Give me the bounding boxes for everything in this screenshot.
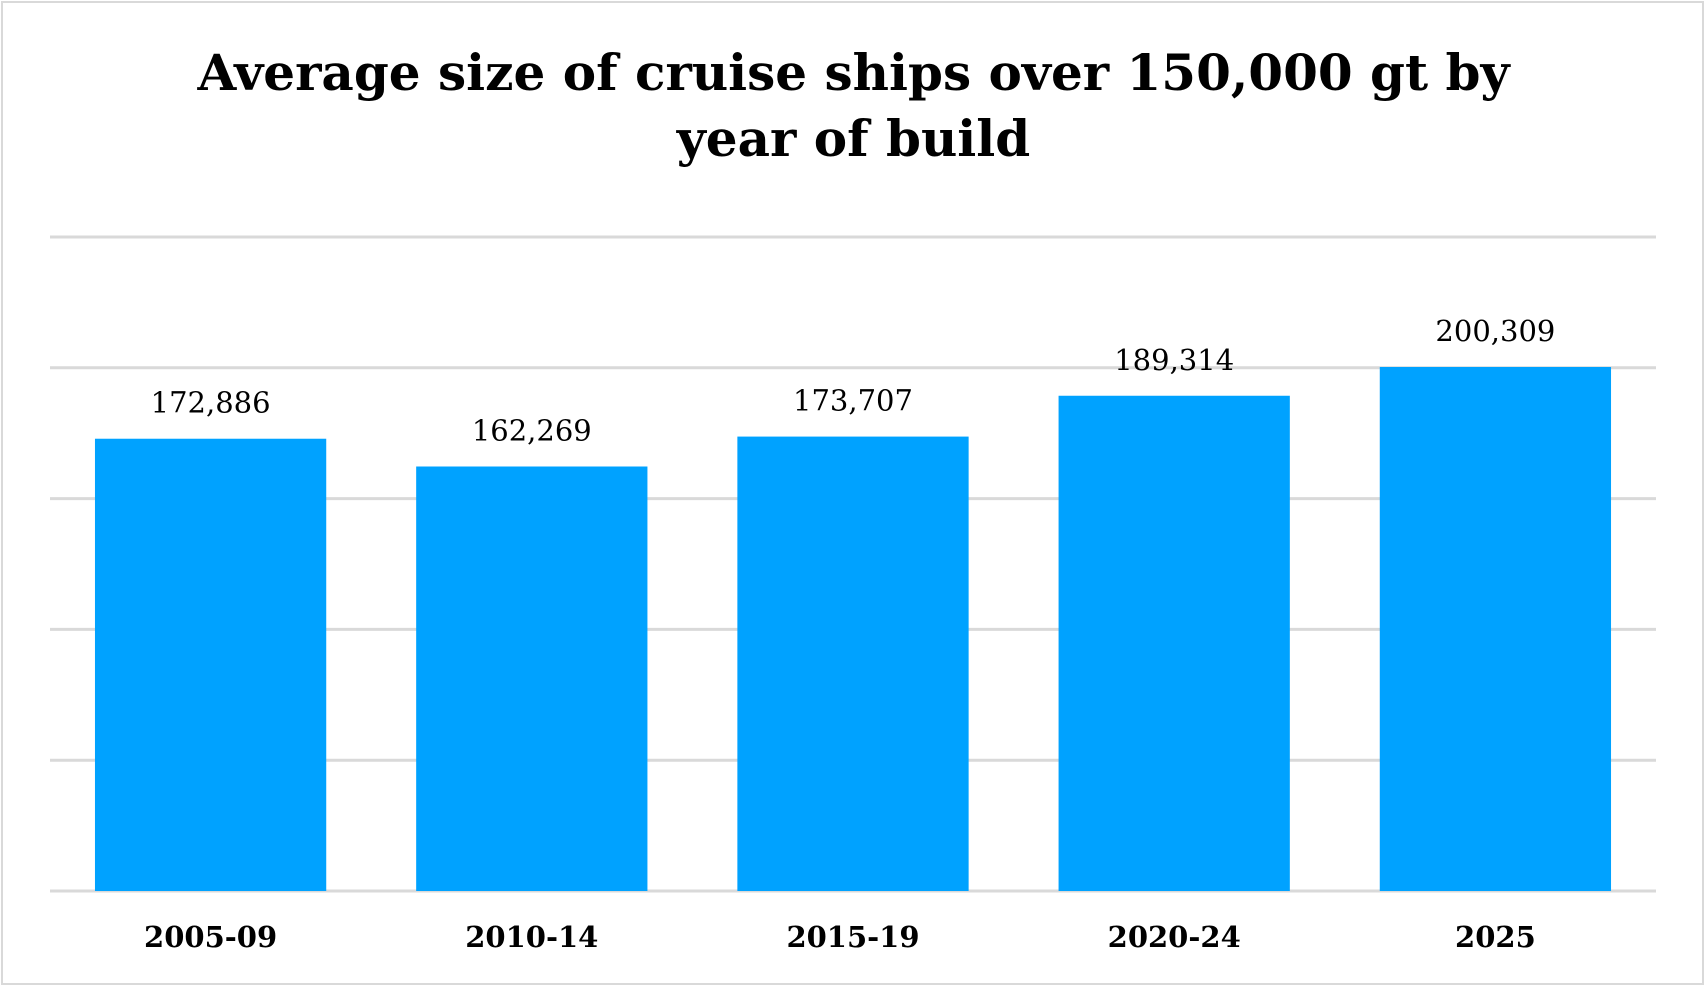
chart-title-line-1: Average size of cruise ships over 150,00… — [197, 43, 1510, 102]
bars — [94, 366, 1612, 891]
category-label-2015-19: 2015-19 — [786, 920, 919, 954]
chart-title: Average size of cruise ships over 150,00… — [0, 40, 1707, 172]
category-labels: 2005-09 2010-14 2015-19 2020-24 2025 — [144, 920, 1536, 954]
category-label-2025: 2025 — [1455, 920, 1536, 954]
category-label-2005-09: 2005-09 — [144, 920, 277, 954]
value-labels: 172,886 162,269 173,707 189,314 200,309 — [151, 314, 1556, 448]
value-label-2005-09: 172,886 — [151, 386, 271, 420]
value-label-2010-14: 162,269 — [472, 414, 592, 448]
value-label-2015-19: 173,707 — [793, 384, 913, 418]
bar-2010-14 — [416, 466, 648, 891]
bar-2025 — [1379, 366, 1612, 891]
bar-2005-09 — [94, 438, 327, 891]
chart-title-line-2: year of build — [676, 109, 1031, 168]
value-label-2025: 200,309 — [1435, 314, 1555, 348]
category-label-2020-24: 2020-24 — [1108, 920, 1241, 954]
bar-2020-24 — [1058, 395, 1290, 891]
category-label-2010-14: 2010-14 — [465, 920, 598, 954]
bar-2015-19 — [737, 436, 969, 891]
value-label-2020-24: 189,314 — [1114, 343, 1234, 377]
